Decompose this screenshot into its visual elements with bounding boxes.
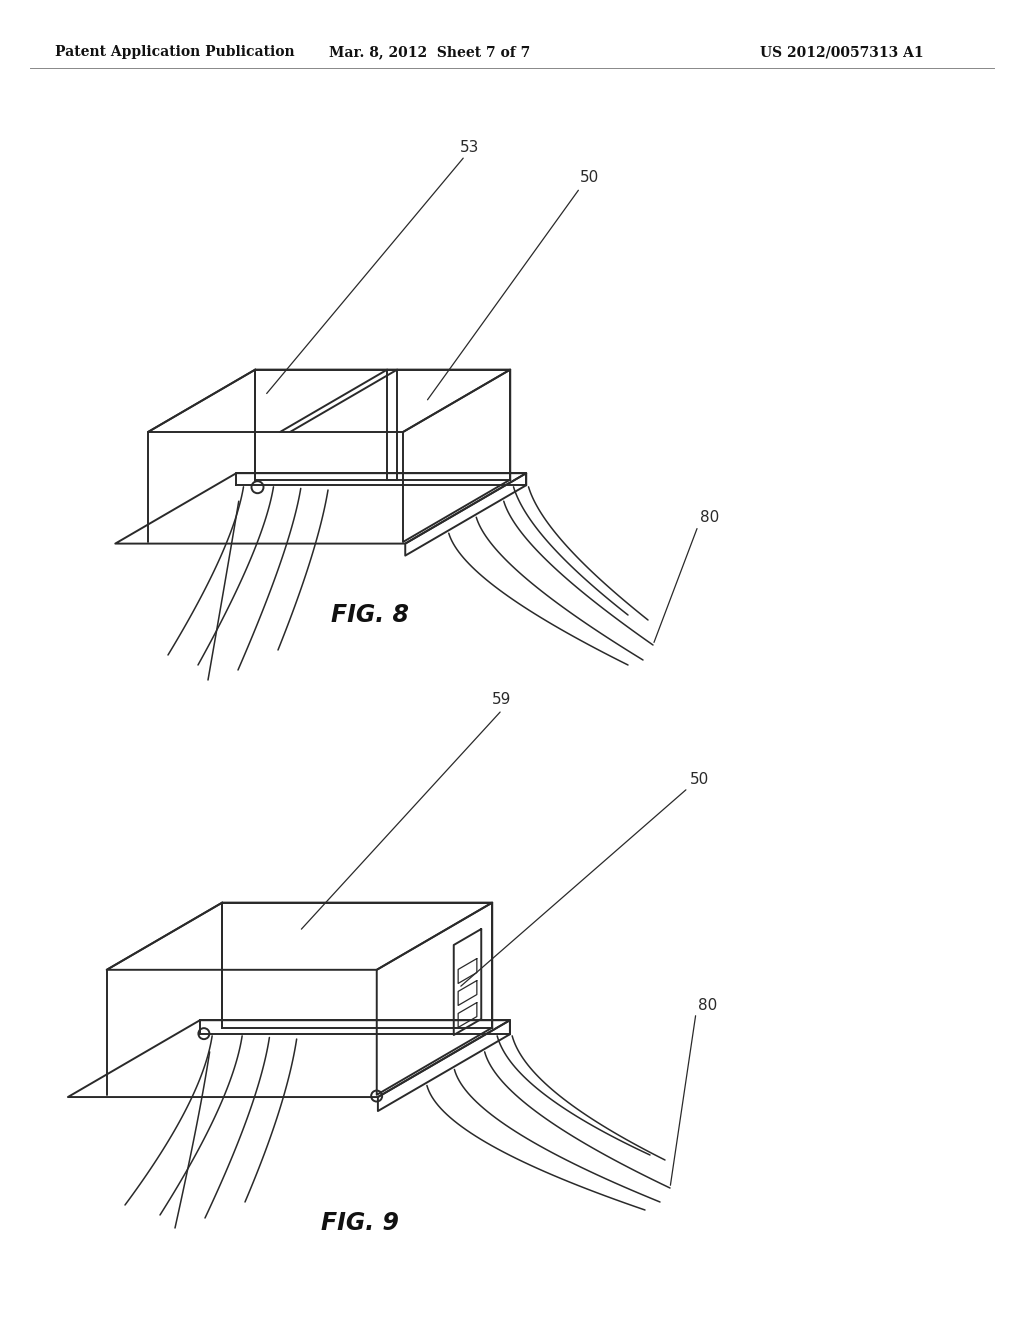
Text: 80: 80	[700, 511, 719, 525]
Text: Patent Application Publication: Patent Application Publication	[55, 45, 295, 59]
Text: Mar. 8, 2012  Sheet 7 of 7: Mar. 8, 2012 Sheet 7 of 7	[330, 45, 530, 59]
Text: 59: 59	[493, 693, 512, 708]
Text: 50: 50	[690, 772, 710, 788]
Text: 53: 53	[460, 140, 479, 156]
Text: 80: 80	[698, 998, 717, 1012]
Text: FIG. 9: FIG. 9	[321, 1210, 399, 1236]
Text: US 2012/0057313 A1: US 2012/0057313 A1	[760, 45, 924, 59]
Text: 50: 50	[580, 170, 599, 186]
Text: FIG. 8: FIG. 8	[331, 603, 409, 627]
